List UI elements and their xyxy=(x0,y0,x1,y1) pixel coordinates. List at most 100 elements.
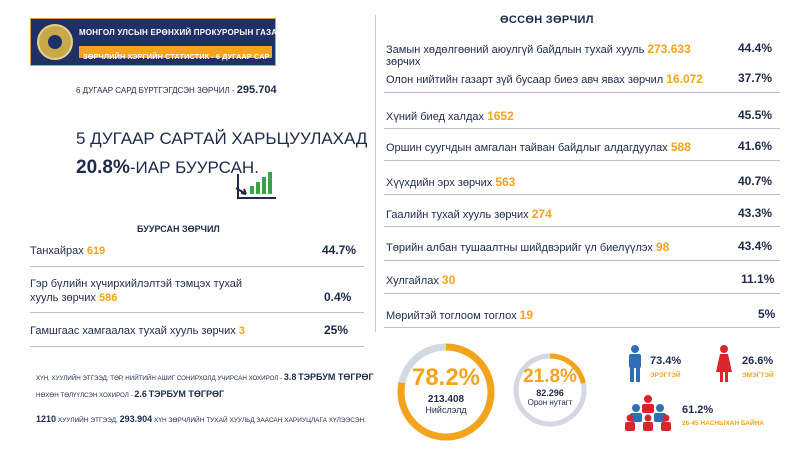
compensation-value: 2.6 xyxy=(134,389,147,399)
grown-item: Замын хөдөлгөөний аюулгүй байдлын тухай … xyxy=(386,42,691,56)
female-label: ЭМЭГТЭЙ xyxy=(742,372,774,379)
grown-item-count: 16.072 xyxy=(666,72,703,86)
decline-item: Гамшгаас хамгаалах тухай хууль зөрчих 3 xyxy=(30,325,245,337)
damage-line: ХҮН, ХУУЛИЙН ЭТГЭЭД, ТӨР, НИЙТИЙН АШИГ С… xyxy=(36,372,374,382)
header-title: МОНГОЛ УЛСЫН ЕРӨНХИЙ ПРОКУРОРЫН ГАЗАР xyxy=(79,28,283,37)
divider xyxy=(384,226,780,227)
capital-ring-arc xyxy=(397,343,495,441)
grown-item: Оршин суугчдын амгалан тайван байдлыг ал… xyxy=(386,140,691,154)
entities-count: 1210 xyxy=(36,414,57,424)
grown-item-count: 274 xyxy=(531,207,552,221)
persons-text: ХҮН ЗӨРЧЛИЙН ТУХАЙ ХУУЛЬД ЗААСАН ХАРИУЦЛ… xyxy=(152,417,367,424)
divider xyxy=(384,92,780,93)
divider xyxy=(30,266,364,267)
decline-item-name: Танхайрах xyxy=(30,245,84,257)
divider xyxy=(384,260,780,261)
grown-item-count: 273.633 xyxy=(647,42,691,56)
decline-item-pct: 25% xyxy=(324,323,349,337)
male-label: ЭРЭГТЭЙ xyxy=(650,372,681,379)
grown-item-count: 98 xyxy=(655,240,670,254)
grown-item-pct: 5% xyxy=(758,307,776,321)
grown-item-count: 1652 xyxy=(487,109,514,123)
decrease-line: 20.8%-ИАР БУУРСАН. xyxy=(76,157,259,179)
divider xyxy=(384,293,780,294)
group-icon xyxy=(625,395,671,431)
capital-value: 213.408 xyxy=(427,394,465,405)
grown-item-name: Хулгайлах xyxy=(386,275,439,287)
grown-item-pct: 40.7% xyxy=(738,174,773,188)
grown-item: Хүүхдийн эрх зөрчих 563 xyxy=(386,175,515,189)
grown-item: Хүний биед халдах 1652 xyxy=(386,109,514,123)
divider xyxy=(384,128,780,129)
grown-item-name: Мөрийтэй тоглоом тоглох xyxy=(386,310,517,322)
decline-item-name-2: хууль зөрчих xyxy=(30,292,96,304)
capital-pct: 78.2% xyxy=(411,364,481,391)
header-subtitle: ЗӨРЧЛИЙН ХЭРГИЙН СТАТИСТИК - 6 ДУГААР СА… xyxy=(83,52,270,61)
age-label: 26-45 НАСНЫХАН БАЙНА xyxy=(682,420,765,427)
divider xyxy=(384,160,780,161)
capital-ring xyxy=(397,343,495,441)
age-pct: 61.2% xyxy=(682,404,714,416)
decline-item-pct: 0.4% xyxy=(324,290,352,304)
grown-item-count: 19 xyxy=(519,308,533,322)
grown-item-name: Замын хөдөлгөөний аюулгүй байдлын тухай … xyxy=(386,44,645,56)
decrease-text: -ИАР БУУРСАН. xyxy=(129,158,259,177)
grown-item-name: Оршин суугчдын амгалан тайван байдлыг ал… xyxy=(386,142,668,154)
column-divider xyxy=(375,15,376,332)
grown-item-cont: зөрчих xyxy=(386,56,420,68)
header-subtitle-bar: ЗӨРЧЛИЙН ХЭРГИЙН СТАТИСТИК - 6 ДУГААР СА… xyxy=(79,46,272,61)
entities-text: ХУУЛИЙН ЭТГЭЭД, xyxy=(56,417,120,424)
grown-item: Олон нийтийн газарт зүй бусаар биеэ авч … xyxy=(386,72,703,86)
rural-ring-arc xyxy=(513,353,587,427)
grown-item-pct: 11.1% xyxy=(741,272,775,286)
divider xyxy=(384,327,780,328)
grown-item-count: 30 xyxy=(441,273,456,287)
divider xyxy=(30,312,364,313)
damage-text: ХҮН, ХУУЛИЙН ЭТГЭЭД, ТӨР, НИЙТИЙН АШИГ С… xyxy=(36,375,284,382)
emblem-icon xyxy=(37,24,73,60)
female-icon xyxy=(716,345,732,382)
grown-item: Төрийн албан тушаалтны шийдвэрийг үл бие… xyxy=(386,240,669,254)
decline-item-cont: хууль зөрчих 586 xyxy=(30,292,117,304)
grown-item-pct: 37.7% xyxy=(738,71,773,85)
male-icon xyxy=(629,345,641,382)
compensation-unit: ТЭРБУМ ТӨГРӨГ xyxy=(148,389,225,399)
decline-item-count: 619 xyxy=(86,245,106,257)
compensation-line: НӨХӨН ТӨЛҮҮЛСЭН ХОХИРОЛ - 2.6 ТЭРБУМ ТӨГ… xyxy=(36,389,224,399)
grown-item-count: 588 xyxy=(670,140,691,154)
grown-item-name: Гаалийн тухай хууль зөрчих xyxy=(386,209,529,221)
decline-item: Гэр бүлийн хүчирхийлэлтэй тэмцэх тухай xyxy=(30,278,242,290)
comparison-line: 5 ДУГААР САРТАЙ ХАРЬЦУУЛАХАД xyxy=(76,129,368,148)
growth-chart-icon xyxy=(235,172,276,199)
compensation-text: НӨХӨН ТӨЛҮҮЛСЭН ХОХИРОЛ - xyxy=(36,392,135,399)
liability-line: 1210 ХУУЛИЙН ЭТГЭЭД, 293.904 ХҮН ЗӨРЧЛИЙ… xyxy=(36,414,366,424)
rural-label: Орон нутагт xyxy=(527,398,573,407)
decline-item-count: 586 xyxy=(98,292,118,304)
grown-item-name: Хүүхдийн эрх зөрчих xyxy=(386,177,493,189)
decline-item-name: Гамшгаас хамгаалах тухай хууль зөрчих xyxy=(30,325,236,337)
decline-item: Танхайрах 619 xyxy=(30,245,105,257)
grown-item: Хулгайлах 30 xyxy=(386,273,455,287)
grown-item-name: Төрийн албан тушаалтны шийдвэрийг үл бие… xyxy=(386,242,653,254)
registered-label: 6 ДУГААР САРД БҮРТГЭГДСЭН ЗӨРЧИЛ - xyxy=(76,86,237,95)
registered-value: 295.704 xyxy=(236,84,277,96)
capital-stat: 78.2% 213.408 Нийслэлд xyxy=(396,364,496,415)
registered-total: 6 ДУГААР САРД БҮРТГЭГДСЭН ЗӨРЧИЛ - 295.7… xyxy=(76,84,277,96)
divider xyxy=(384,194,780,195)
grown-item-name-2: зөрчих xyxy=(386,56,421,68)
female-pct: 26.6% xyxy=(742,355,774,367)
grown-item-pct: 41.6% xyxy=(738,139,773,153)
grown-item-pct: 45.5% xyxy=(738,108,773,122)
capital-label: Нийслэлд xyxy=(425,405,467,415)
header-banner: МОНГОЛ УЛСЫН ЕРӨНХИЙ ПРОКУРОРЫН ГАЗАР ЗӨ… xyxy=(30,18,283,66)
grown-item-pct: 44.4% xyxy=(738,41,773,55)
decline-title: БУУРСАН ЗӨРЧИЛ xyxy=(137,224,220,234)
persons-count: 293.904 xyxy=(119,414,153,424)
damage-value: 3.8 xyxy=(283,372,297,382)
grown-item: Гаалийн тухай хууль зөрчих 274 xyxy=(386,207,552,221)
rural-stat: 21.8% 82.296 Орон нутагт xyxy=(512,366,588,407)
grown-item-count: 563 xyxy=(495,175,516,189)
decrease-pct: 20.8% xyxy=(76,157,130,178)
divider xyxy=(30,346,364,347)
damage-unit: ТЭРБУМ ТӨГРӨГ xyxy=(298,372,374,382)
